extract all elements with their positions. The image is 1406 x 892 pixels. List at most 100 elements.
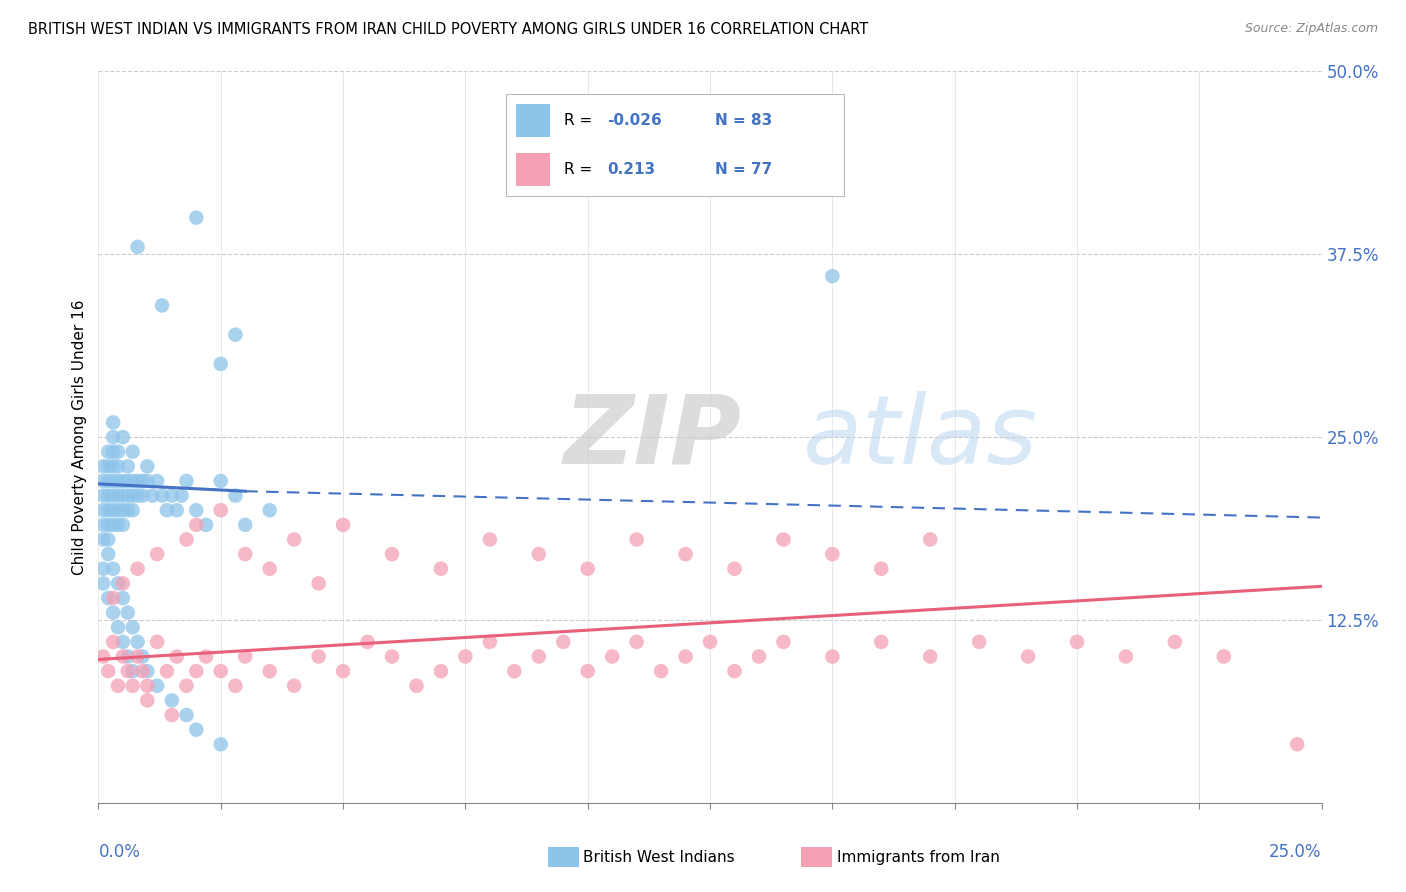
Point [97,664,120,678]
Point [600,649,623,664]
Point [195,517,218,532]
Point [107,679,129,693]
Text: BRITISH WEST INDIAN VS IMMIGRANTS FROM IRAN CHILD POVERTY AMONG GIRLS UNDER 16 C: BRITISH WEST INDIAN VS IMMIGRANTS FROM I… [28,22,869,37]
Point [1164,635,1187,649]
Point [127,240,149,254]
Point [121,489,143,503]
Point [1212,649,1234,664]
Point [117,606,139,620]
Point [117,664,139,678]
Point [1066,635,1088,649]
Point [454,649,477,664]
Point [160,489,183,503]
Point [121,664,143,678]
Text: atlas: atlas [801,391,1036,483]
Point [332,664,354,678]
Point [146,679,169,693]
Point [136,679,159,693]
Text: N = 83: N = 83 [716,112,773,128]
Point [131,664,153,678]
Point [101,503,124,517]
Point [91,533,114,547]
Text: 25.0%: 25.0% [1270,843,1322,861]
Point [527,649,550,664]
Point [772,533,794,547]
Text: 0.0%: 0.0% [98,843,141,861]
Point [650,664,672,678]
Point [121,679,143,693]
Point [111,503,134,517]
Point [111,635,134,649]
Point [111,489,134,503]
Point [626,533,648,547]
Point [209,357,232,371]
Point [283,679,305,693]
Point [576,562,599,576]
Point [136,474,159,488]
Point [117,474,139,488]
Point [675,649,697,664]
Point [146,635,169,649]
Point [478,635,501,649]
Point [127,489,149,503]
Point [111,576,134,591]
Point [117,503,139,517]
Point [97,517,120,532]
Point [209,664,232,678]
Point [91,576,114,591]
Point [259,562,281,576]
Point [381,547,404,561]
Point [101,489,124,503]
Point [224,327,246,342]
Point [870,562,893,576]
Text: R =: R = [564,112,592,128]
Point [101,430,124,444]
Point [146,474,169,488]
Point [127,474,149,488]
Point [405,679,427,693]
Point [97,547,120,561]
Point [107,474,129,488]
Point [150,489,173,503]
Point [233,649,256,664]
Point [101,606,124,620]
Point [101,416,124,430]
Point [233,517,256,532]
Point [356,635,378,649]
Point [101,474,124,488]
Text: -0.026: -0.026 [607,112,662,128]
Point [97,503,120,517]
Point [723,562,745,576]
Point [141,489,163,503]
Point [111,517,134,532]
Point [97,489,120,503]
Point [101,517,124,532]
Point [131,489,153,503]
Point [186,723,208,737]
Point [91,474,114,488]
Point [111,474,134,488]
Point [121,503,143,517]
Point [209,503,232,517]
Point [107,620,129,634]
Point [97,533,120,547]
Text: Source: ZipAtlas.com: Source: ZipAtlas.com [1244,22,1378,36]
Point [259,503,281,517]
Point [920,533,942,547]
Point [101,444,124,458]
Point [136,664,159,678]
Text: British West Indians: British West Indians [583,850,735,864]
Point [699,635,721,649]
Point [176,708,198,723]
Point [107,459,129,474]
Point [127,635,149,649]
Point [308,649,330,664]
Point [117,489,139,503]
Point [146,547,169,561]
Point [186,503,208,517]
Point [150,298,173,312]
Point [723,664,745,678]
Point [111,649,134,664]
Point [91,489,114,503]
Point [166,649,188,664]
